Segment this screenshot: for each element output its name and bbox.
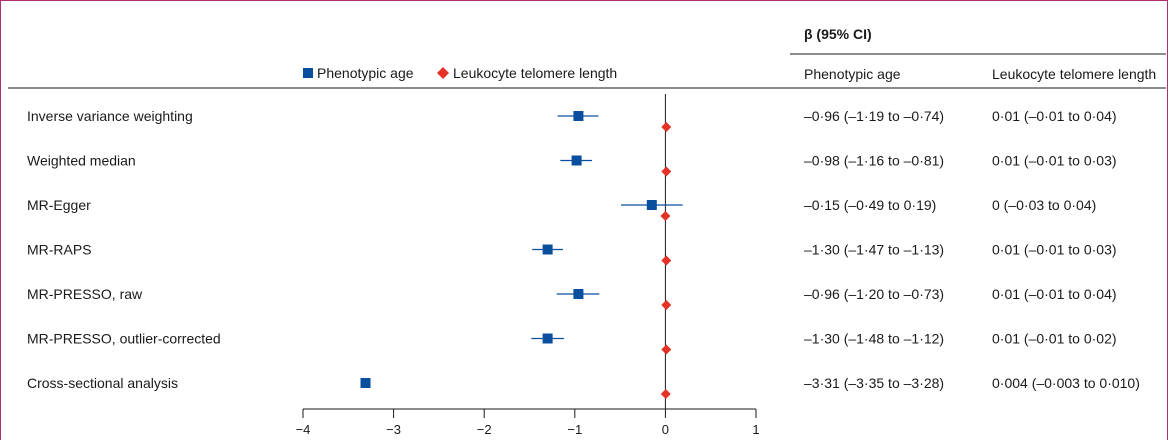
method-label: MR-RAPS bbox=[27, 242, 92, 258]
phenotypic-age-point bbox=[543, 334, 553, 344]
method-label: Inverse variance weighting bbox=[27, 108, 193, 124]
telomere-length-point bbox=[661, 389, 671, 399]
forest-row: Cross-sectional analysis –3·31 (–3·35 to … bbox=[27, 375, 1140, 399]
telomere-length-point bbox=[661, 122, 671, 132]
method-label: MR-Egger bbox=[27, 197, 91, 213]
x-tick-label: 1 bbox=[752, 422, 759, 437]
telomere-length-estimate: 0·01 (–0·01 to 0·03) bbox=[992, 153, 1117, 169]
phenotypic-age-point bbox=[543, 245, 553, 255]
x-axis-ticks: −4 −3 −2 −1 0 1 bbox=[296, 409, 760, 437]
phenotypic-age-estimate: –0·98 (–1·16 to –0·81) bbox=[804, 153, 944, 169]
phenotypic-age-point bbox=[573, 289, 583, 299]
phenotypic-age-point bbox=[573, 111, 583, 121]
telomere-length-point bbox=[660, 211, 670, 221]
ci-column-header: β (95% CI) bbox=[804, 26, 872, 42]
legend-square-marker-icon bbox=[303, 68, 313, 78]
x-tick-label: 0 bbox=[662, 422, 669, 437]
phenotypic-age-estimate: –1·30 (–1·47 to –1·13) bbox=[804, 242, 944, 258]
forest-row: MR-RAPS –1·30 (–1·47 to –1·13) 0·01 (–0·01… bbox=[27, 242, 1117, 266]
phenotypic-age-estimate: –0·15 (–0·49 to 0·19) bbox=[804, 197, 936, 213]
telomere-length-estimate: 0 (–0·03 to 0·04) bbox=[992, 197, 1096, 213]
forest-row: MR-Egger –0·15 (–0·49 to 0·19) 0 (–0·03 to… bbox=[27, 197, 1096, 221]
column-label-telomere-length: Leukocyte telomere length bbox=[992, 66, 1156, 82]
phenotypic-age-estimate: –3·31 (–3·35 to –3·28) bbox=[804, 375, 944, 391]
telomere-length-estimate: 0·01 (–0·01 to 0·02) bbox=[992, 331, 1117, 347]
phenotypic-age-estimate: –0·96 (–1·19 to –0·74) bbox=[804, 108, 944, 124]
phenotypic-age-estimate: –0·96 (–1·20 to –0·73) bbox=[804, 286, 944, 302]
method-label: Weighted median bbox=[27, 153, 136, 169]
telomere-length-estimate: 0·01 (–0·01 to 0·04) bbox=[992, 108, 1117, 124]
phenotypic-age-point bbox=[572, 156, 582, 166]
forest-row: Weighted median –0·98 (–1·16 to –0·81) 0·0… bbox=[27, 153, 1117, 177]
telomere-length-point bbox=[661, 300, 671, 310]
legend-diamond-marker-icon bbox=[437, 67, 449, 79]
forest-row: MR-PRESSO, outlier-corrected –1·30 (–1·48… bbox=[27, 331, 1117, 355]
phenotypic-age-point bbox=[361, 378, 371, 388]
telomere-length-point bbox=[661, 167, 671, 177]
legend-label-telomere-length: Leukocyte telomere length bbox=[453, 65, 617, 81]
legend-label-phenotypic-age: Phenotypic age bbox=[317, 65, 414, 81]
plot-rows: Inverse variance weighting –0·96 (–1·19 t… bbox=[27, 108, 1140, 399]
phenotypic-age-estimate: –1·30 (–1·48 to –1·12) bbox=[804, 331, 944, 347]
method-label: Cross-sectional analysis bbox=[27, 375, 178, 391]
column-label-phenotypic-age: Phenotypic age bbox=[804, 66, 901, 82]
method-label: MR-PRESSO, raw bbox=[27, 286, 143, 302]
x-tick-label: −4 bbox=[296, 422, 311, 437]
x-tick-label: −3 bbox=[386, 422, 401, 437]
phenotypic-age-point bbox=[647, 200, 657, 210]
telomere-length-point bbox=[661, 256, 671, 266]
forest-row: MR-PRESSO, raw –0·96 (–1·20 to –0·73) 0·01… bbox=[27, 286, 1117, 310]
telomere-length-estimate: 0·01 (–0·01 to 0·04) bbox=[992, 286, 1117, 302]
telomere-length-estimate: 0·004 (–0·003 to 0·010) bbox=[992, 375, 1140, 391]
forest-row: Inverse variance weighting –0·96 (–1·19 t… bbox=[27, 108, 1117, 132]
telomere-length-point bbox=[661, 345, 671, 355]
method-label: MR-PRESSO, outlier-corrected bbox=[27, 331, 221, 347]
telomere-length-estimate: 0·01 (–0·01 to 0·03) bbox=[992, 242, 1117, 258]
x-tick-label: −2 bbox=[477, 422, 492, 437]
x-tick-label: −1 bbox=[567, 422, 582, 437]
